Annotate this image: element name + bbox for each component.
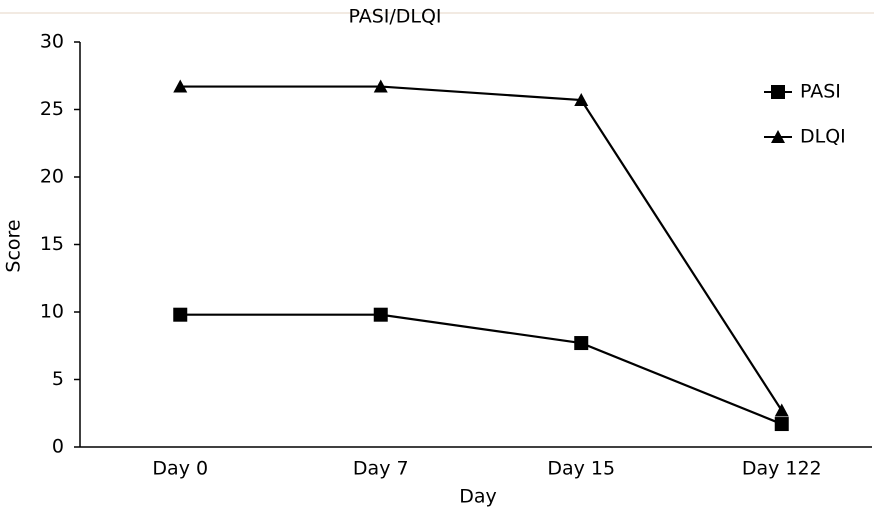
legend-marker: [771, 85, 785, 99]
legend-label: DLQI: [800, 126, 846, 148]
point: [574, 93, 589, 107]
point: [574, 336, 589, 351]
y-tick-label: 25: [40, 98, 64, 120]
x-tick-label: Day 122: [742, 458, 822, 480]
series-line: [180, 85, 783, 412]
y-tick-label: 15: [40, 233, 64, 255]
legend-marker: [771, 130, 785, 143]
legend-label: PASI: [800, 81, 841, 103]
point: [774, 417, 789, 432]
y-tick-label: 10: [40, 301, 64, 323]
x-tick-label: Day 7: [353, 458, 409, 480]
point: [373, 307, 388, 322]
y-tick-label: 0: [52, 436, 64, 458]
x-axis-label: Day: [459, 486, 497, 508]
x-tick-label: Day 0: [152, 458, 208, 480]
point: [173, 307, 188, 322]
y-tick-label: 20: [40, 166, 64, 188]
point: [373, 79, 388, 93]
x-tick-label: Day 15: [547, 458, 615, 480]
chart-title: PASI/DLQI: [348, 6, 441, 28]
series-line: [180, 313, 783, 426]
y-tick-label: 5: [52, 368, 64, 390]
point: [173, 79, 188, 93]
y-tick-label: 30: [40, 31, 64, 53]
y-axis-label: Score: [3, 219, 25, 272]
point: [774, 403, 789, 417]
